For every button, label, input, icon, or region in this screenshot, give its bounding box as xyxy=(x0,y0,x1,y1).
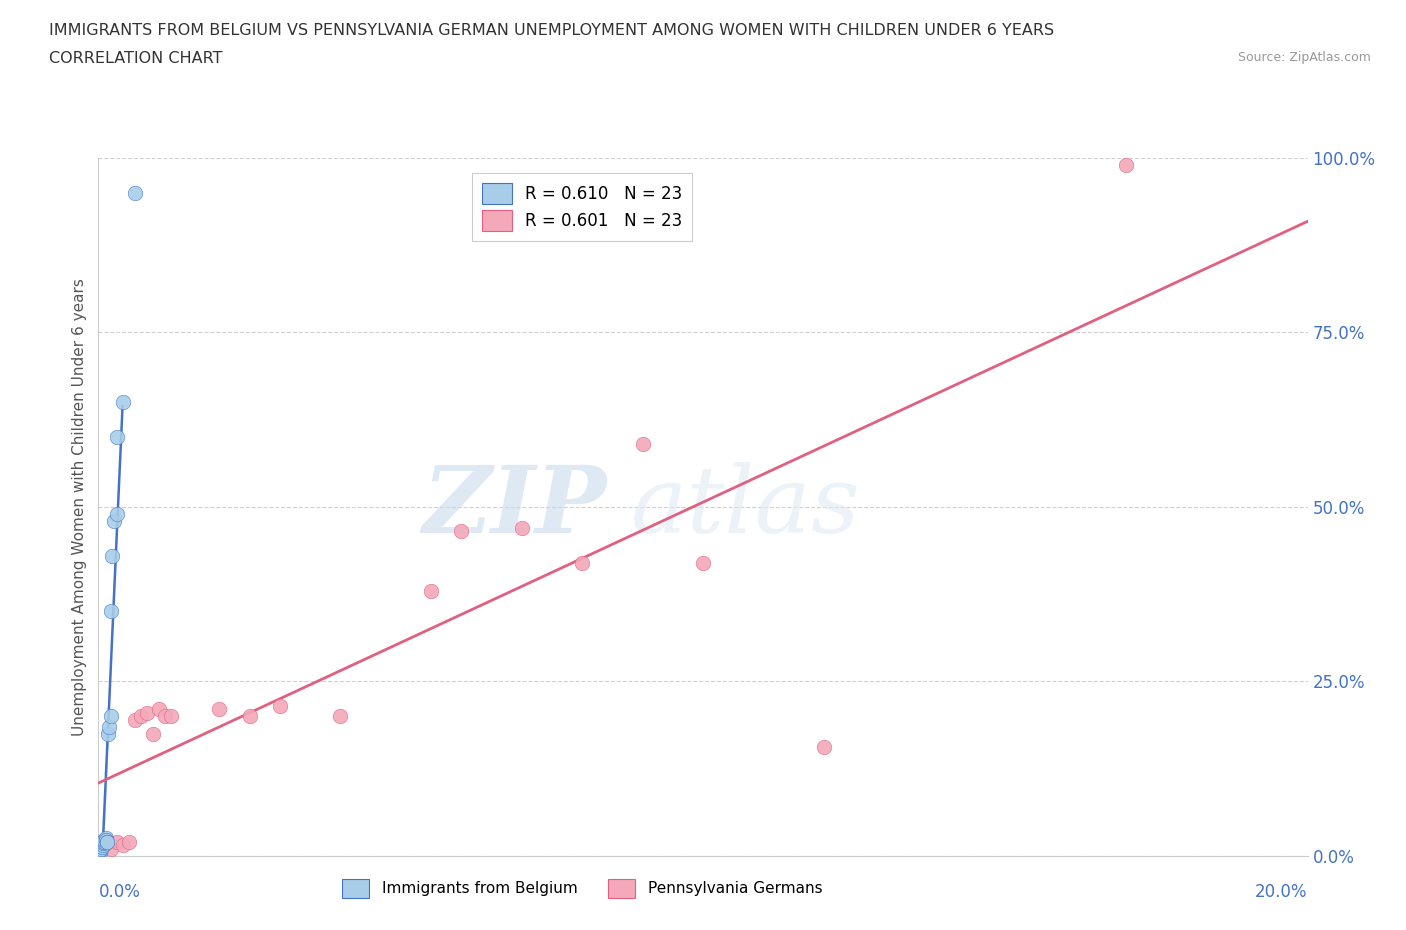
Point xyxy=(93,833,115,848)
Point xyxy=(111,394,134,409)
Point xyxy=(510,521,533,536)
Point xyxy=(124,712,146,727)
Point xyxy=(148,701,170,716)
Point xyxy=(692,555,714,570)
Point xyxy=(571,555,593,570)
Point xyxy=(153,709,176,724)
Point xyxy=(813,740,835,755)
Point xyxy=(91,838,114,853)
Point xyxy=(94,830,117,845)
Point xyxy=(93,834,115,849)
Point xyxy=(105,430,128,445)
Text: CORRELATION CHART: CORRELATION CHART xyxy=(49,51,222,66)
Point xyxy=(91,835,114,850)
Point xyxy=(419,583,441,598)
Point xyxy=(1115,158,1137,173)
Point xyxy=(129,709,152,724)
Text: ZIP: ZIP xyxy=(422,462,606,551)
Point xyxy=(105,834,128,849)
Point xyxy=(90,842,112,856)
Y-axis label: Unemployment Among Women with Children Under 6 years: Unemployment Among Women with Children U… xyxy=(72,278,87,736)
Point xyxy=(329,709,352,724)
Point xyxy=(239,709,262,724)
Point xyxy=(96,833,118,848)
Point xyxy=(100,842,122,856)
Text: atlas: atlas xyxy=(630,462,860,551)
Text: Source: ZipAtlas.com: Source: ZipAtlas.com xyxy=(1237,51,1371,64)
Point xyxy=(89,844,111,859)
Point xyxy=(124,186,146,201)
Point xyxy=(269,698,291,713)
Point xyxy=(142,726,165,741)
Point xyxy=(96,834,118,849)
Point xyxy=(103,513,125,528)
Point xyxy=(100,709,122,724)
Text: 0.0%: 0.0% xyxy=(98,884,141,901)
Point xyxy=(97,726,120,741)
Point xyxy=(135,705,157,720)
Point xyxy=(100,604,122,619)
Point xyxy=(631,437,654,452)
Point xyxy=(111,838,134,853)
Point xyxy=(105,506,128,521)
Point xyxy=(96,834,118,849)
Point xyxy=(97,719,120,734)
Point xyxy=(160,709,183,724)
Legend: Immigrants from Belgium, Pennsylvania Germans: Immigrants from Belgium, Pennsylvania Ge… xyxy=(336,873,828,904)
Point xyxy=(89,843,111,857)
Point xyxy=(91,840,114,855)
Point xyxy=(118,834,141,849)
Point xyxy=(100,549,122,564)
Text: IMMIGRANTS FROM BELGIUM VS PENNSYLVANIA GERMAN UNEMPLOYMENT AMONG WOMEN WITH CHI: IMMIGRANTS FROM BELGIUM VS PENNSYLVANIA … xyxy=(49,23,1054,38)
Text: 20.0%: 20.0% xyxy=(1256,884,1308,901)
Point xyxy=(450,524,472,538)
Point xyxy=(208,701,231,716)
Point xyxy=(93,834,115,849)
